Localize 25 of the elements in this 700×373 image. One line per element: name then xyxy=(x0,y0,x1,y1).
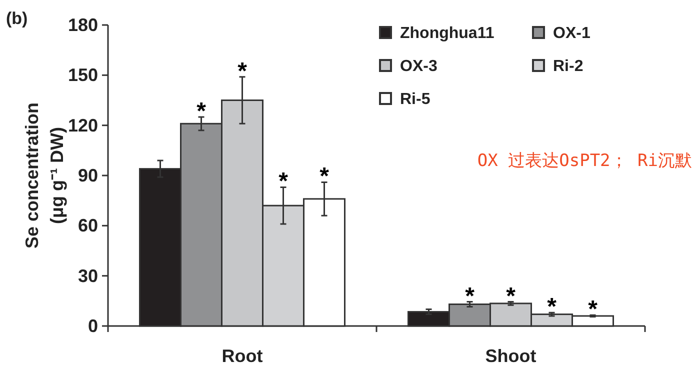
text: (b) xyxy=(6,9,28,28)
data-label: * xyxy=(278,168,289,196)
y-tick-label: 0 xyxy=(88,316,98,336)
y-axis-title: Se concentration (μg g⁻¹ DW) xyxy=(22,102,67,249)
data-label: * xyxy=(506,282,516,310)
y-tick-label: 30 xyxy=(78,266,98,286)
y-tick-label: 180 xyxy=(68,15,98,35)
legend-label: OX-1 xyxy=(553,25,590,42)
data-label: * xyxy=(196,98,207,125)
legend-label: OX-3 xyxy=(400,58,438,75)
legend-label: Zhonghua11 xyxy=(400,25,494,42)
data-label: * xyxy=(588,296,598,324)
y-tick-label: 90 xyxy=(78,166,98,186)
y-tick-label: 60 xyxy=(78,216,98,236)
legend-label: Ri-2 xyxy=(553,58,584,75)
legend-label: Ri-5 xyxy=(400,91,430,108)
data-label: * xyxy=(320,163,330,190)
annotation: OX 过表达OsPT2； Ri沉默 xyxy=(477,151,692,171)
data-label: * xyxy=(465,282,476,310)
x-tick-label: Root xyxy=(222,346,263,366)
data-label: * xyxy=(238,58,248,85)
y-tick-label: 120 xyxy=(68,115,98,136)
data-label: * xyxy=(547,294,558,321)
y-tick-label: 150 xyxy=(68,65,98,86)
x-tick-label: Shoot xyxy=(485,346,536,366)
